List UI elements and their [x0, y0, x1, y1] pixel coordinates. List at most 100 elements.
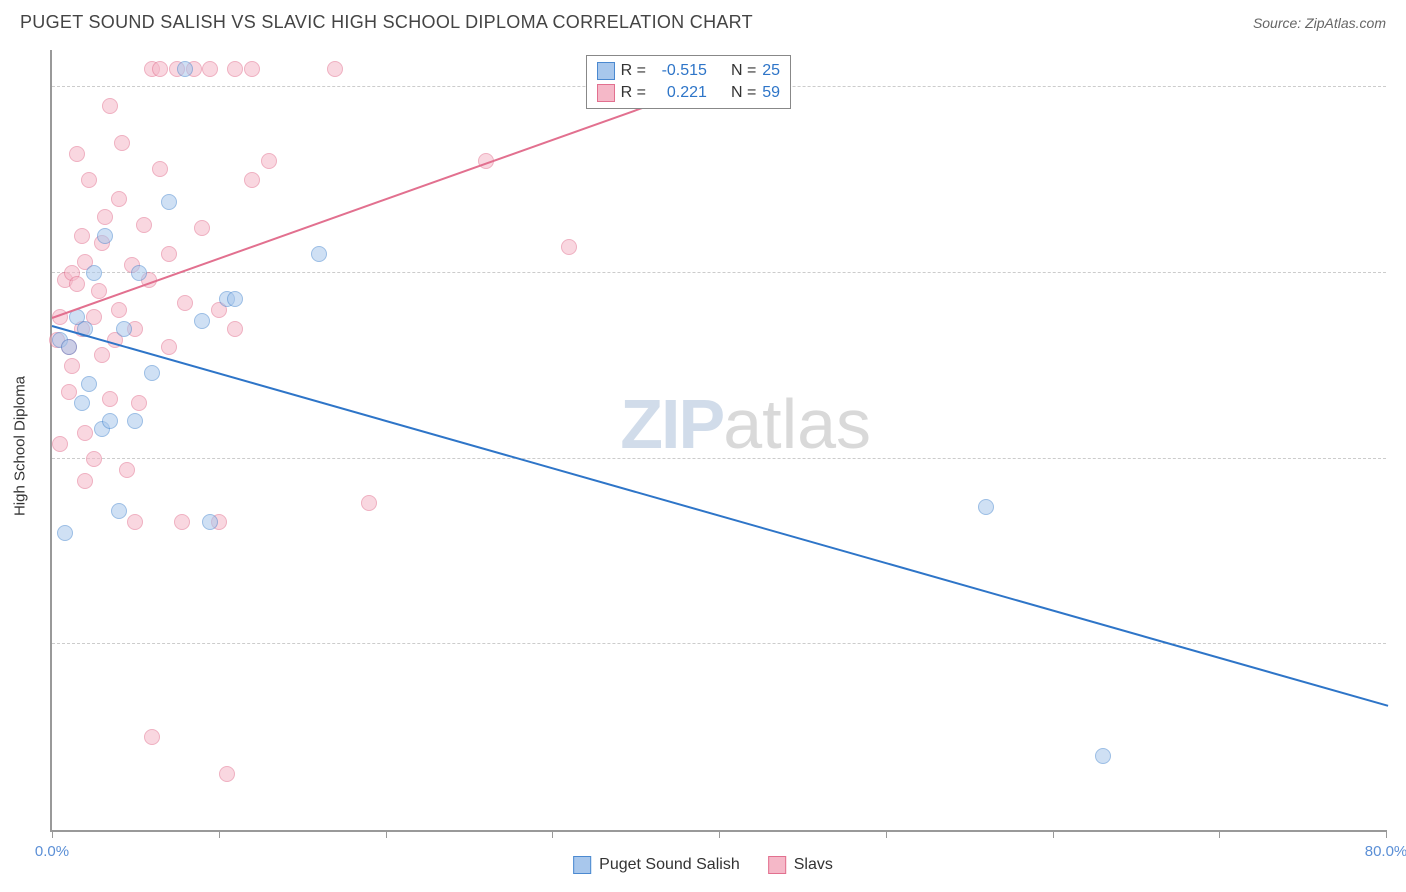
x-tick — [1219, 830, 1220, 838]
scatter-point — [361, 495, 377, 511]
scatter-point — [86, 451, 102, 467]
scatter-point — [94, 347, 110, 363]
scatter-point — [77, 473, 93, 489]
scatter-point — [102, 98, 118, 114]
scatter-point — [177, 61, 193, 77]
legend-swatch — [573, 856, 591, 874]
legend-series: Puget Sound Salish Slavs — [573, 856, 833, 874]
source-label: Source: ZipAtlas.com — [1253, 15, 1386, 31]
scatter-point — [111, 503, 127, 519]
scatter-point — [311, 246, 327, 262]
scatter-point — [144, 729, 160, 745]
scatter-point — [561, 239, 577, 255]
y-tick-label: 95.0% — [1396, 247, 1406, 264]
legend-stat-row: R = 0.221 N = 59 — [597, 82, 780, 104]
scatter-point — [131, 265, 147, 281]
scatter-point — [97, 228, 113, 244]
scatter-point — [57, 525, 73, 541]
scatter-point — [202, 61, 218, 77]
legend-swatch — [768, 856, 786, 874]
y-tick-label: 90.0% — [1396, 433, 1406, 450]
x-tick — [886, 830, 887, 838]
y-axis-label: High School Diploma — [12, 376, 29, 516]
scatter-point — [327, 61, 343, 77]
chart-title: PUGET SOUND SALISH VS SLAVIC HIGH SCHOOL… — [20, 12, 753, 33]
scatter-point — [978, 499, 994, 515]
x-tick — [552, 830, 553, 838]
legend-stat-row: R = -0.515 N = 25 — [597, 60, 780, 82]
scatter-point — [111, 191, 127, 207]
legend-swatch — [597, 62, 615, 80]
x-tick — [1386, 830, 1387, 838]
scatter-point — [1095, 748, 1111, 764]
scatter-point — [144, 365, 160, 381]
scatter-point — [177, 295, 193, 311]
x-tick-label: 0.0% — [35, 843, 69, 860]
scatter-point — [97, 209, 113, 225]
scatter-point — [152, 161, 168, 177]
legend-series-label: Puget Sound Salish — [599, 856, 740, 874]
scatter-point — [69, 276, 85, 292]
r-label: R = — [621, 62, 646, 80]
legend-series-item: Puget Sound Salish — [573, 856, 740, 874]
gridline-horizontal — [52, 272, 1386, 273]
scatter-point — [202, 514, 218, 530]
scatter-point — [127, 514, 143, 530]
x-tick — [1053, 830, 1054, 838]
n-value: 59 — [762, 84, 780, 102]
x-tick — [386, 830, 387, 838]
scatter-point — [77, 425, 93, 441]
scatter-point — [119, 462, 135, 478]
scatter-point — [227, 61, 243, 77]
x-tick — [219, 830, 220, 838]
scatter-point — [152, 61, 168, 77]
scatter-point — [102, 413, 118, 429]
scatter-point — [219, 766, 235, 782]
n-value: 25 — [762, 62, 780, 80]
scatter-point — [52, 436, 68, 452]
scatter-point — [127, 413, 143, 429]
scatter-point — [86, 265, 102, 281]
scatter-point — [227, 321, 243, 337]
scatter-point — [64, 358, 80, 374]
scatter-point — [227, 291, 243, 307]
scatter-point — [194, 313, 210, 329]
scatter-point — [81, 172, 97, 188]
y-tick-label: 85.0% — [1396, 619, 1406, 636]
scatter-point — [69, 146, 85, 162]
scatter-point — [111, 302, 127, 318]
scatter-point — [161, 339, 177, 355]
scatter-point — [261, 153, 277, 169]
legend-series-label: Slavs — [794, 856, 833, 874]
trend-line — [52, 325, 1389, 707]
scatter-point — [244, 172, 260, 188]
scatter-point — [102, 391, 118, 407]
r-value: -0.515 — [652, 62, 707, 80]
x-tick — [719, 830, 720, 838]
legend-series-item: Slavs — [768, 856, 833, 874]
scatter-point — [136, 217, 152, 233]
gridline-horizontal — [52, 458, 1386, 459]
y-tick-label: 100.0% — [1396, 62, 1406, 79]
scatter-point — [161, 246, 177, 262]
x-tick-label: 80.0% — [1365, 843, 1406, 860]
chart-plot-area: 85.0%90.0%95.0%100.0%0.0%80.0% ZIPatlas … — [50, 50, 1386, 832]
n-label: N = — [731, 62, 756, 80]
scatter-point — [74, 228, 90, 244]
r-label: R = — [621, 84, 646, 102]
legend-swatch — [597, 84, 615, 102]
r-value: 0.221 — [652, 84, 707, 102]
scatter-point — [61, 384, 77, 400]
scatter-point — [161, 194, 177, 210]
gridline-horizontal — [52, 643, 1386, 644]
scatter-point — [74, 395, 90, 411]
scatter-point — [81, 376, 97, 392]
scatter-point — [244, 61, 260, 77]
legend-statistics: R = -0.515 N = 25 R = 0.221 N = 59 — [586, 55, 791, 109]
scatter-point — [194, 220, 210, 236]
scatter-point — [131, 395, 147, 411]
x-tick — [52, 830, 53, 838]
n-label: N = — [731, 84, 756, 102]
scatter-point — [174, 514, 190, 530]
scatter-point — [116, 321, 132, 337]
